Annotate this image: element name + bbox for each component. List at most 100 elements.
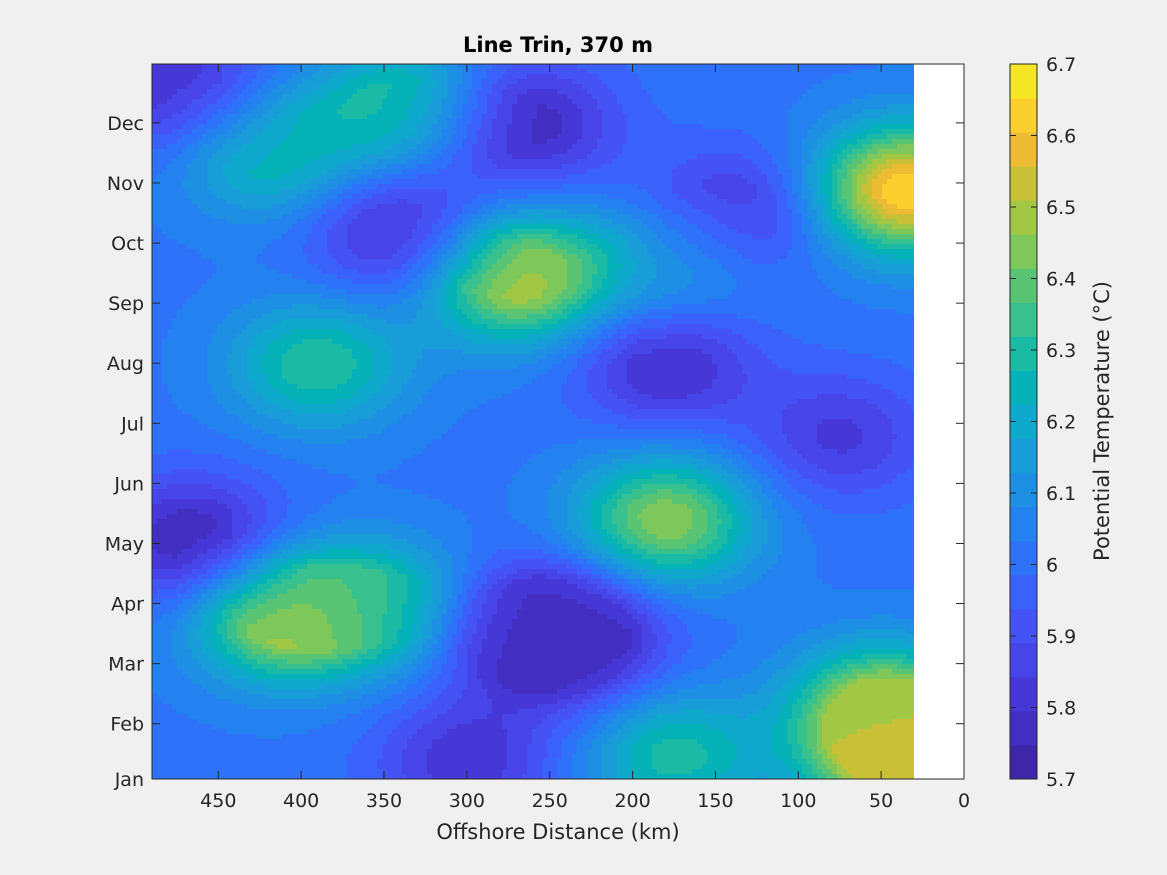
contour-cell [207,364,228,370]
contour-cell [292,344,343,350]
contour-cell [582,354,598,360]
contour-cell [177,309,233,315]
contour-cell [437,259,448,265]
contour-cell [357,739,388,745]
contour-cell [897,204,914,210]
contour-cell [442,244,453,250]
contour-cell [612,534,623,540]
contour-cell [382,614,403,620]
contour-cell [442,569,453,575]
contour-cell [647,549,698,555]
contour-cell [267,499,293,505]
contour-cell [322,204,338,210]
contour-cell [442,269,448,275]
contour-cell [447,164,473,170]
contour-cell [362,614,383,620]
contour-cell [487,714,503,720]
contour-cell [197,509,233,515]
contour-cell [752,464,773,470]
contour-cell [782,529,808,535]
colorbar-segment [1010,472,1037,508]
contour-cell [867,149,878,155]
contour-cell [452,609,463,615]
contour-cell [692,279,738,285]
contour-cell [312,659,343,665]
contour-cell [237,149,273,155]
contour-cell [567,284,578,290]
contour-cell [372,364,393,370]
contour-cell [617,769,633,775]
contour-cell [202,619,213,625]
contour-cell [567,304,583,310]
contour-cell [687,649,728,655]
contour-cell [557,349,578,355]
contour-cell [357,364,373,370]
contour-cell [422,564,438,570]
contour-cell [792,749,803,755]
contour-cell [567,509,578,515]
contour-cell [472,529,533,535]
contour-cell [262,354,283,360]
contour-cell [812,644,838,650]
contour-cell [487,634,508,640]
contour-cell [167,164,188,170]
contour-cell [802,139,818,145]
contour-cell [252,319,283,325]
contour-cell [442,589,453,595]
contour-cell [747,544,763,550]
contour-cell [697,539,713,545]
contour-cell [862,654,908,660]
contour-cell [272,549,283,555]
contour-cell [512,104,538,110]
contour-cell [672,304,868,310]
contour-cell [432,439,578,445]
contour-cell [292,129,393,135]
contour-cell [422,649,433,655]
contour-cell [647,719,778,725]
contour-cell [767,519,783,525]
contour-cell [437,309,453,315]
contour-cell [552,234,578,240]
contour-cell [602,474,623,480]
contour-cell [437,654,448,660]
contour-cell [782,419,823,425]
contour-cell [872,229,888,235]
contour-cell [272,649,333,655]
contour-cell [207,174,228,180]
contour-cell [772,484,793,490]
contour-cell [857,219,868,225]
contour-cell [387,654,403,660]
contour-cell [287,104,313,110]
contour-cell [612,289,623,295]
contour-cell [832,239,843,245]
contour-cell [402,299,423,305]
contour-cell [737,559,753,565]
contour-cell [422,239,438,245]
contour-cell [412,279,423,285]
contour-cell [592,329,603,335]
contour-cell [467,514,513,520]
contour-cell [502,564,568,570]
contour-cell [157,174,188,180]
contour-cell [467,249,473,255]
contour-cell [617,154,698,160]
contour-cell [652,609,668,615]
contour-cell [362,209,423,215]
contour-cell [397,289,418,295]
contour-cell [542,289,563,295]
contour-cell [262,99,278,105]
contour-cell [217,394,243,400]
contour-cell [597,289,613,295]
contour-cell [507,729,533,735]
contour-cell [822,244,833,250]
contour-cell [277,564,293,570]
contour-cell [692,634,738,640]
contour-cell [227,219,268,225]
contour-cell [762,439,788,445]
contour-cell [632,569,648,575]
contour-cell [462,324,488,330]
contour-cell [477,269,488,275]
contour-cell [692,269,728,275]
y-tick-label: Sep [108,293,144,315]
contour-cell [232,529,248,535]
